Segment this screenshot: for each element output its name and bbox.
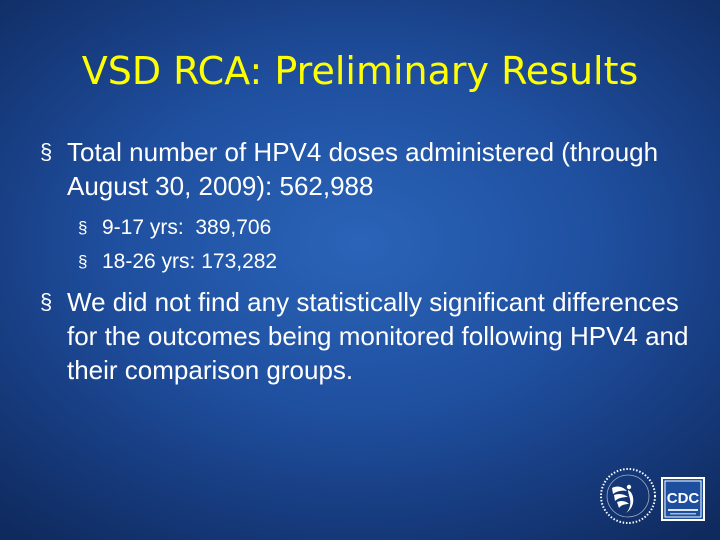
bullet-item-total-doses: § Total number of HPV4 doses administere… bbox=[40, 135, 690, 203]
sub-bullet-text: 9-17 yrs: 389,706 bbox=[102, 216, 272, 239]
sub-bullet-list: § 9-17 yrs: 389,706 § 18-26 yrs: 173,282 bbox=[40, 211, 690, 279]
bullet-marker: § bbox=[40, 139, 53, 164]
bullet-list: § Total number of HPV4 doses administere… bbox=[40, 135, 690, 395]
sub-bullet-item-18-26: § 18-26 yrs: 173,282 bbox=[40, 245, 690, 279]
cdc-logo: CDC bbox=[661, 477, 705, 521]
cdc-logo-text: CDC bbox=[667, 490, 700, 507]
slide-title: VSD RCA: Preliminary Results bbox=[81, 49, 639, 93]
sub-bullet-marker: § bbox=[78, 252, 88, 271]
sub-bullet-marker: § bbox=[78, 218, 88, 237]
footer-logos: CDC bbox=[598, 466, 708, 528]
hhs-eagle-seal-icon bbox=[600, 468, 656, 524]
bullet-marker: § bbox=[40, 289, 53, 314]
bullet-item-no-differences: § We did not find any statistically sign… bbox=[40, 285, 690, 387]
sub-bullet-item-9-17: § 9-17 yrs: 389,706 bbox=[40, 211, 690, 245]
bullet-text: Total number of HPV4 doses administered … bbox=[67, 137, 659, 201]
sub-bullet-text: 18-26 yrs: 173,282 bbox=[102, 250, 278, 273]
bullet-text: We did not find any statistically signif… bbox=[67, 287, 689, 385]
